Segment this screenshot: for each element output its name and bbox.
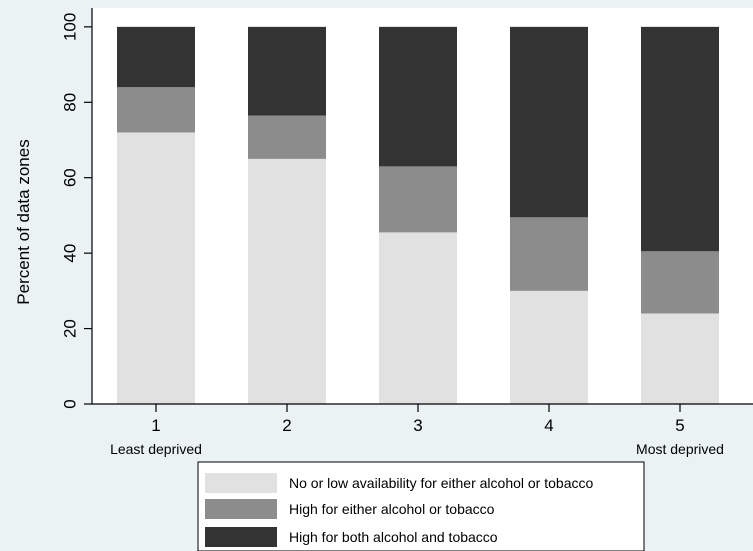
legend-label-1: No or low availability for either alcoho… [289, 475, 593, 491]
x-tick-label-4: 4 [544, 416, 553, 435]
bar-2-series-2 [248, 115, 326, 159]
y-tick-label-40: 40 [61, 244, 80, 263]
x-tick-label-2: 2 [282, 416, 291, 435]
x-tick-sublabel-1: Least deprived [110, 441, 202, 457]
y-tick-label-80: 80 [61, 93, 80, 112]
legend-swatch-1 [205, 473, 277, 493]
x-tick-sublabel-5: Most deprived [636, 441, 724, 457]
y-tick-label-100: 100 [61, 13, 80, 41]
bar-2-series-1 [248, 158, 326, 404]
bar-5-series-1 [641, 313, 719, 404]
legend-swatch-2 [205, 499, 277, 519]
bar-3-series-1 [379, 232, 457, 404]
legend-label-2: High for either alcohol or tobacco [289, 501, 495, 517]
bar-5-series-2 [641, 251, 719, 314]
bar-1-series-1 [117, 132, 195, 404]
x-tick-label-3: 3 [413, 416, 422, 435]
bar-3-series-2 [379, 166, 457, 233]
bar-3-series-3 [379, 26, 457, 167]
y-tick-label-0: 0 [61, 399, 80, 408]
x-tick-label-5: 5 [675, 416, 684, 435]
bar-5-series-3 [641, 26, 719, 252]
y-tick-label-60: 60 [61, 168, 80, 187]
bar-1-series-3 [117, 26, 195, 88]
bar-4-series-1 [510, 290, 588, 404]
legend-label-3: High for both alcohol and tobacco [289, 529, 498, 545]
bar-2-series-3 [248, 26, 326, 116]
bar-4-series-3 [510, 26, 588, 218]
y-tick-label-20: 20 [61, 319, 80, 338]
x-tick-label-1: 1 [151, 416, 160, 435]
legend: No or low availability for either alcoho… [197, 461, 645, 551]
axes-group: 0 20 40 60 80 100 1 Least deprived 2 3 4 5 Most depr… [61, 8, 753, 457]
bar-1-series-2 [117, 87, 195, 133]
y-axis-label: Percent of data zones [14, 139, 33, 304]
bars-group [117, 26, 719, 404]
legend-swatch-3 [205, 527, 277, 547]
bar-4-series-2 [510, 217, 588, 291]
